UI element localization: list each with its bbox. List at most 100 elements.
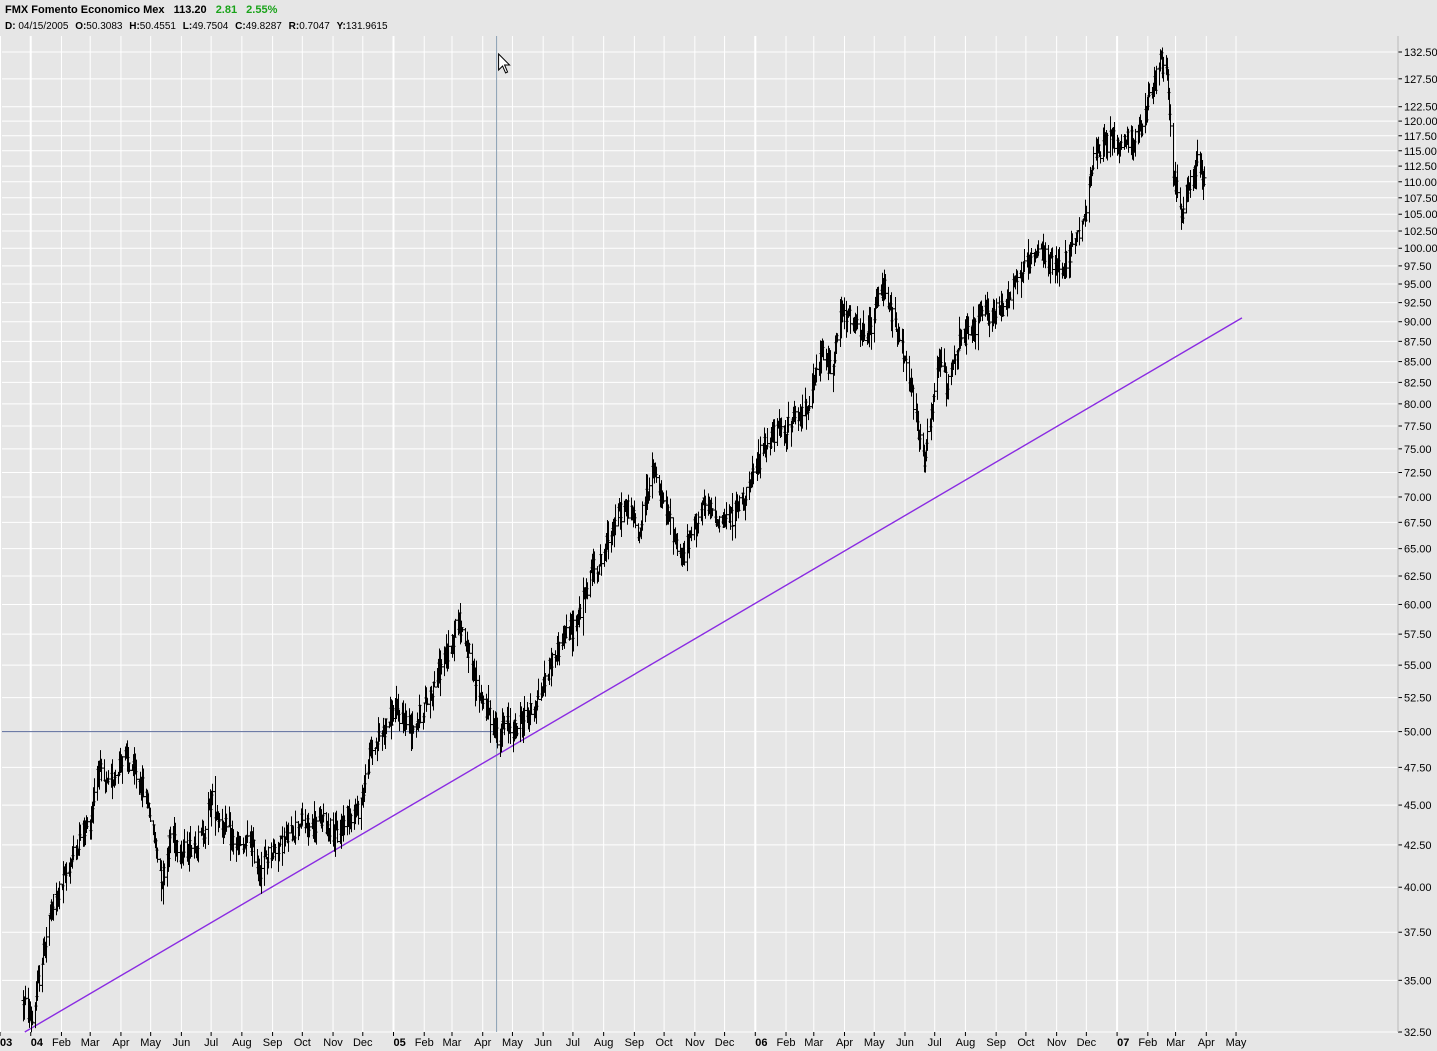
x-tick-label: Feb	[52, 1037, 71, 1049]
y-tick-label: 62.50	[1404, 571, 1432, 583]
ohlc-bar	[213, 776, 218, 836]
chart-header: FMX Fomento Economico Mex 113.20 2.81 2.…	[0, 0, 1437, 36]
x-tick-label: May	[140, 1037, 161, 1049]
ohlc-bar	[765, 428, 770, 450]
y-tick-label: 42.50	[1404, 840, 1432, 852]
x-tick-label: Mar	[81, 1037, 100, 1049]
y-tick-label: 95.00	[1404, 279, 1432, 291]
x-tick-label: Dec	[1077, 1037, 1097, 1049]
y-tick-label: 120.00	[1404, 116, 1437, 128]
trendline-layer[interactable]	[24, 317, 1243, 1033]
price-change-percent: 2.55%	[246, 4, 278, 16]
y-tick-label: 102.50	[1404, 226, 1437, 238]
y-tick-label: 65.00	[1404, 544, 1432, 556]
range-label: R:	[288, 21, 300, 32]
x-tick-label: Mar	[443, 1037, 462, 1049]
ohlc-bar	[303, 809, 308, 834]
quote-title-line: FMX Fomento Economico Mex 113.20 2.81 2.…	[5, 4, 283, 16]
ohlc-bar	[102, 759, 107, 782]
y-label: Y:	[336, 21, 346, 32]
ohlc-bar	[488, 700, 493, 743]
range-value: 0.7047	[299, 21, 330, 32]
ohlc-bars	[21, 47, 1207, 1033]
x-tick-label: Jul	[204, 1037, 218, 1049]
x-tick-label: Aug	[594, 1037, 614, 1049]
ohlc-bar	[581, 577, 586, 636]
support-trendline[interactable]	[24, 317, 1243, 1033]
y-tick-label: 40.00	[1404, 882, 1432, 894]
date-label: D:	[5, 21, 16, 32]
x-tick-label: Oct	[294, 1037, 311, 1049]
x-tick-label: Jun	[173, 1037, 191, 1049]
mouse-cursor	[498, 52, 511, 74]
low-label: L:	[182, 21, 193, 32]
x-tick-label: May	[1226, 1037, 1247, 1049]
x-tick-label: 05	[394, 1037, 406, 1049]
x-tick-label: Mar	[1166, 1037, 1185, 1049]
x-tick-label: Sep	[625, 1037, 645, 1049]
open-value: 50.3083	[86, 21, 123, 32]
x-tick-label: Apr	[1198, 1037, 1215, 1049]
y-tick-label: 37.50	[1404, 927, 1432, 939]
x-axis: 03 04 Feb Mar Apr May Jun Jul Aug Sep Oct Nov Dec 05 F…	[0, 1032, 1247, 1049]
y-tick-label: 70.00	[1404, 492, 1432, 504]
x-tick-label: Aug	[956, 1037, 976, 1049]
y-tick-label: 45.00	[1404, 800, 1432, 812]
x-tick-label: Dec	[715, 1037, 735, 1049]
x-tick-label: Jun	[896, 1037, 914, 1049]
x-tick-label: 03	[0, 1037, 12, 1049]
ohlc-readout: D: 04/15/2005 O:50.3083 H:50.4551 L:49.7…	[5, 21, 392, 32]
x-tick-label: Apr	[474, 1037, 491, 1049]
y-tick-label: 92.50	[1404, 298, 1432, 310]
x-tick-label: May	[502, 1037, 523, 1049]
cursor-arrow-icon	[498, 52, 511, 74]
y-tick-label: 80.00	[1404, 399, 1432, 411]
y-tick-label: 100.00	[1404, 243, 1437, 255]
y-value: 131.9615	[345, 21, 388, 32]
y-tick-label: 57.50	[1404, 629, 1432, 641]
symbol-name: FMX Fomento Economico Mex	[5, 4, 165, 16]
x-tick-label: 04	[31, 1037, 44, 1049]
x-tick-label: Nov	[685, 1037, 705, 1049]
high-label: H:	[129, 21, 140, 32]
x-tick-label: 07	[1117, 1037, 1129, 1049]
y-tick-label: 77.50	[1404, 421, 1432, 433]
chart-grid	[0, 36, 1398, 1033]
x-tick-label: Oct	[656, 1037, 673, 1049]
x-tick-label: Mar	[804, 1037, 823, 1049]
y-axis: 32.50 35.00 37.50 40.00 42.50 45.00 47.50 50.00…	[1397, 36, 1437, 1039]
x-tick-label: May	[864, 1037, 885, 1049]
y-tick-label: 50.00	[1404, 727, 1432, 739]
y-tick-label: 67.50	[1404, 517, 1432, 529]
x-tick-label: Jun	[534, 1037, 552, 1049]
x-tick-label: Apr	[112, 1037, 129, 1049]
y-tick-label: 55.00	[1404, 660, 1432, 672]
ohlc-bar	[47, 914, 52, 946]
x-tick-label: Aug	[232, 1037, 252, 1049]
y-tick-label: 35.00	[1404, 975, 1432, 987]
y-tick-label: 105.00	[1404, 209, 1437, 221]
y-tick-label: 117.50	[1404, 131, 1437, 143]
close-label: C:	[235, 21, 246, 32]
y-tick-label: 122.50	[1404, 102, 1437, 114]
x-tick-label: Nov	[1047, 1037, 1067, 1049]
y-tick-label: 110.00	[1404, 177, 1437, 189]
ohlc-bar	[1202, 166, 1207, 187]
y-tick-label: 107.50	[1404, 193, 1437, 205]
ohlc-bar	[536, 678, 541, 700]
x-tick-label: Feb	[415, 1037, 434, 1049]
y-tick-label: 75.00	[1404, 444, 1432, 456]
y-tick-label: 72.50	[1404, 467, 1432, 479]
ohlc-bar	[588, 570, 593, 598]
open-label: O:	[75, 21, 87, 32]
y-tick-label: 85.00	[1404, 357, 1432, 369]
x-tick-label: Dec	[353, 1037, 373, 1049]
ohlc-bar	[280, 826, 285, 866]
y-tick-label: 90.00	[1404, 317, 1432, 329]
x-tick-label: Oct	[1017, 1037, 1034, 1049]
date-value: 04/15/2005	[18, 21, 69, 32]
y-tick-label: 60.00	[1404, 599, 1432, 611]
x-tick-label: Sep	[986, 1037, 1006, 1049]
y-tick-label: 87.50	[1404, 336, 1432, 348]
